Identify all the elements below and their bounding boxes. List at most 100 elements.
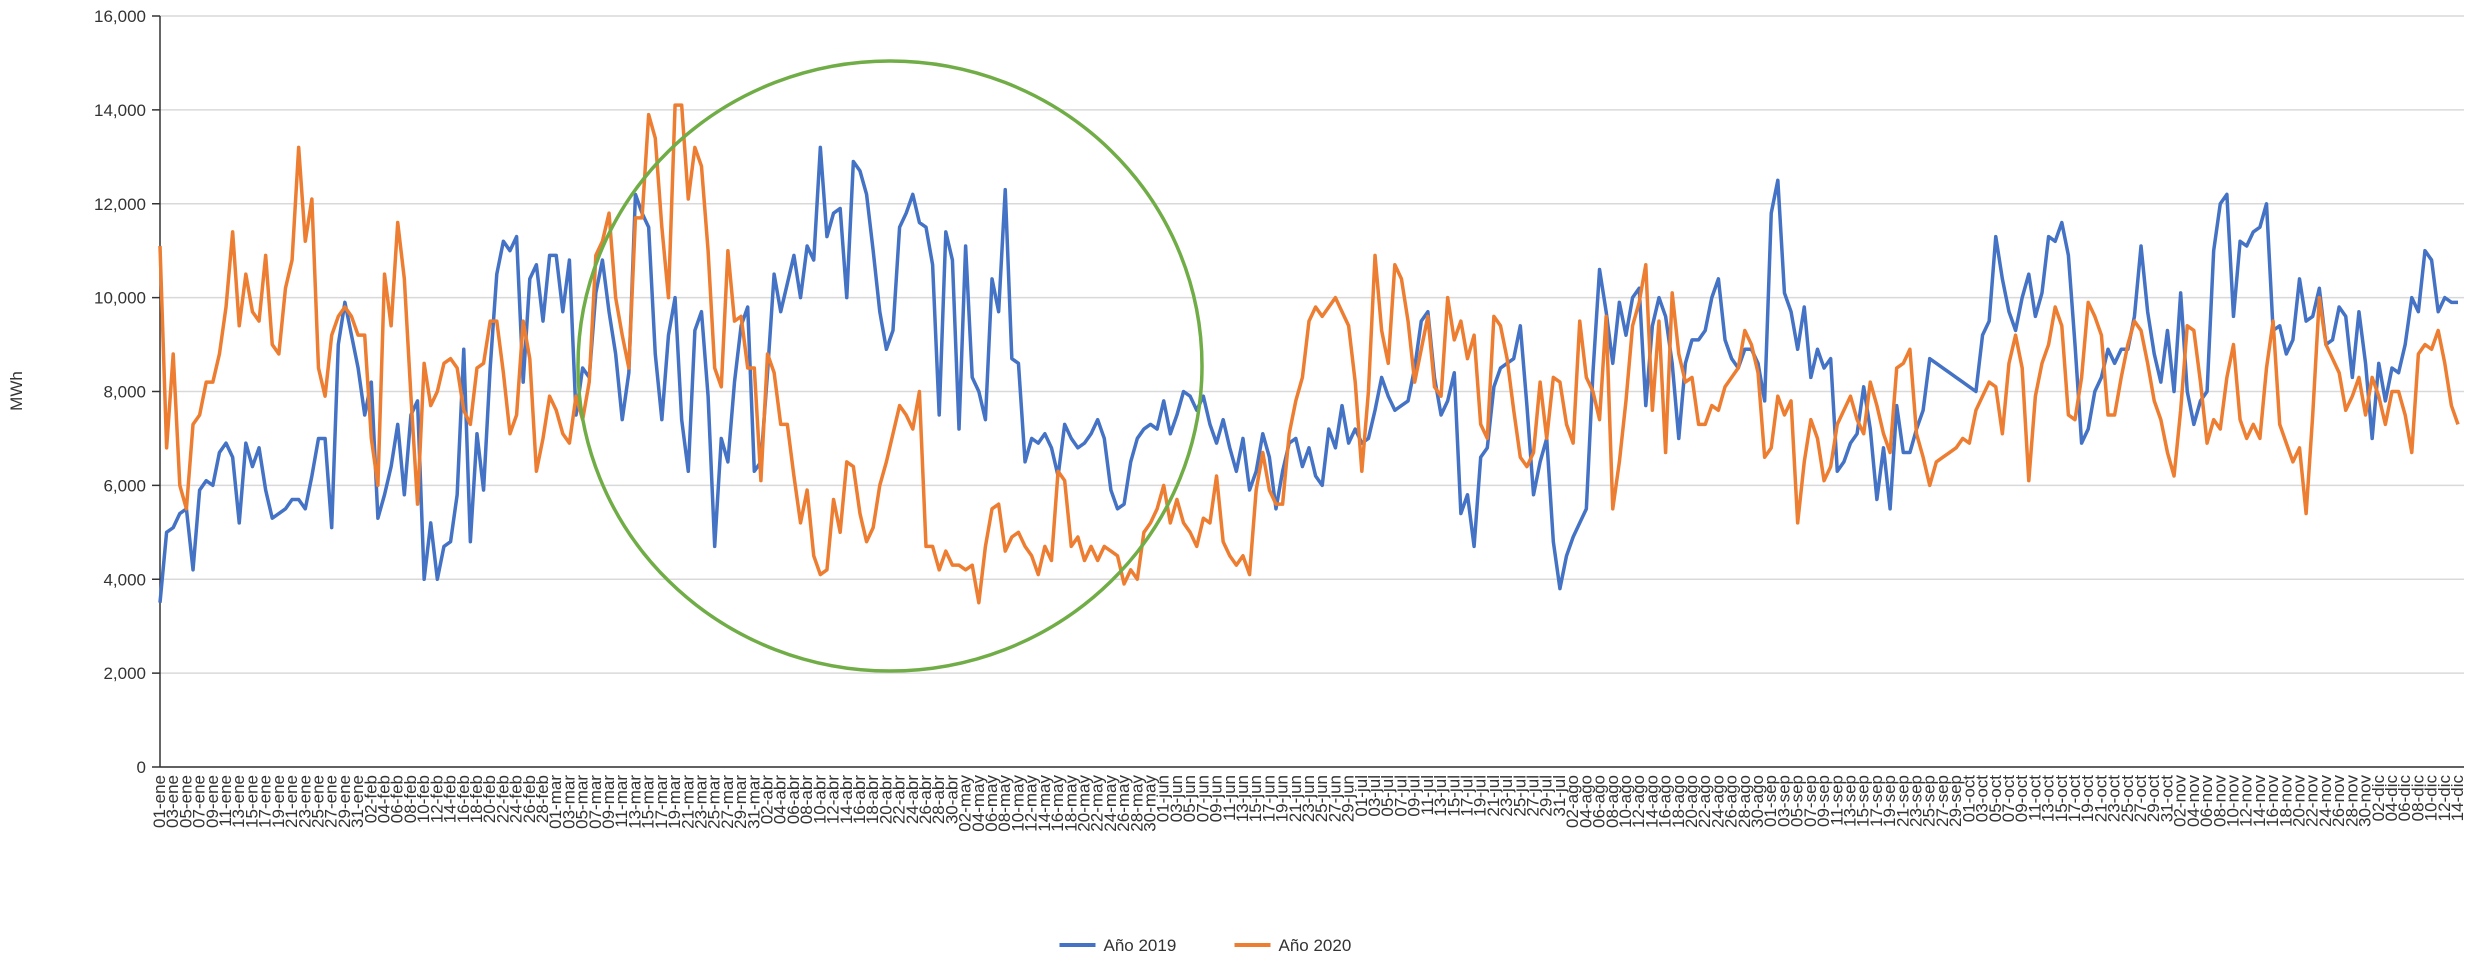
x-tick-label: 31-oct: [2157, 775, 2176, 823]
y-tick-label: 0: [137, 758, 146, 777]
x-tick-label: 19-mar: [665, 775, 684, 829]
x-tick-label: 25-mar: [705, 775, 724, 829]
x-tick-label: 08-nov: [2210, 775, 2229, 827]
x-tick-label: 20-abr: [876, 775, 895, 824]
x-tick-label: 21-jul: [1484, 775, 1503, 817]
x-tick-label: 30-abr: [942, 775, 961, 824]
x-tick-label: 22-feb: [493, 775, 512, 823]
x-tick-label: 30-may: [1141, 775, 1160, 832]
x-tick-label: 12-ago: [1629, 775, 1648, 828]
x-tick-label: 13-ene: [229, 775, 248, 828]
x-tick-label: 27-oct: [2131, 775, 2150, 823]
y-tick-label: 10,000: [94, 289, 146, 308]
x-tick-label: 01-jul: [1352, 775, 1371, 817]
x-tick-label: 22-abr: [890, 775, 909, 824]
x-tick-label: 14-may: [1035, 775, 1054, 832]
x-tick-label: 24-may: [1101, 775, 1120, 832]
x-tick-label: 13-oct: [2039, 775, 2058, 823]
x-tick-label: 02-nov: [2171, 775, 2190, 827]
x-tick-label: 11-oct: [2025, 775, 2044, 821]
x-tick-label: 06-ago: [1590, 775, 1609, 828]
x-tick-label: 24-nov: [2316, 775, 2335, 827]
x-tick-label: 29-oct: [2144, 775, 2163, 823]
x-tick-label: 05-ene: [176, 775, 195, 828]
x-tick-label: 10-dic: [2422, 775, 2441, 822]
x-tick-label: 19-oct: [2078, 775, 2097, 823]
x-tick-label: 30-nov: [2356, 775, 2375, 827]
x-tick-label: 15-sep: [1854, 775, 1873, 827]
x-tick-label: 12-nov: [2237, 775, 2256, 827]
x-tick-label: 03-oct: [1973, 775, 1992, 823]
x-tick-label: 02-abr: [758, 775, 777, 824]
x-tick-label: 14-ago: [1642, 775, 1661, 828]
x-tick-label: 20-may: [1074, 775, 1093, 832]
x-tick-label: 04-may: [969, 775, 988, 832]
x-tick-label: 05-jul: [1378, 775, 1397, 817]
x-tick-label: 09-ene: [203, 775, 222, 828]
x-tick-label: 10-may: [1008, 775, 1027, 832]
x-tick-label: 18-feb: [467, 775, 486, 823]
x-tick-label: 29-jun: [1339, 775, 1358, 822]
x-tick-label: 16-may: [1048, 775, 1067, 832]
x-tick-label: 27-ene: [322, 775, 341, 828]
x-tick-label: 20-feb: [480, 775, 499, 823]
x-tick-label: 18-nov: [2276, 775, 2295, 827]
x-tick-label: 31-mar: [744, 775, 763, 829]
x-tick-label: 26-feb: [520, 775, 539, 823]
x-tick-label: 31-ene: [348, 775, 367, 828]
x-tick-label: 19-jun: [1273, 775, 1292, 822]
y-tick-label: 16,000: [94, 7, 146, 26]
x-tick-label: 18-ago: [1669, 775, 1688, 828]
x-tick-label: 09-mar: [599, 775, 618, 829]
x-tick-label: 12-abr: [824, 775, 843, 824]
x-tick-label: 05-oct: [1986, 775, 2005, 823]
x-tick-label: 07-jun: [1193, 775, 1212, 822]
y-axis-title: MWh: [7, 371, 26, 411]
x-tick-label: 14-feb: [441, 775, 460, 823]
x-tick-label: 01-mar: [546, 775, 565, 829]
x-tick-label: 08-feb: [401, 775, 420, 823]
x-tick-label: 07-ene: [190, 775, 209, 828]
x-tick-label: 16-nov: [2263, 775, 2282, 827]
x-tick-label: 08-may: [995, 775, 1014, 832]
x-tick-label: 25-jun: [1312, 775, 1331, 822]
x-tick-label: 17-jun: [1259, 775, 1278, 822]
x-tick-label: 16-abr: [850, 775, 869, 824]
x-tick-label: 22-ago: [1695, 775, 1714, 828]
x-tick-label: 21-oct: [2091, 775, 2110, 823]
x-tick-label: 04-ago: [1576, 775, 1595, 828]
x-tick-label: 17-mar: [652, 775, 671, 829]
x-tick-label: 28-feb: [533, 775, 552, 823]
x-tick-label: 27-sep: [1933, 775, 1952, 827]
legend-label: Año 2019: [1104, 936, 1177, 955]
x-tick-label: 02-dic: [2369, 775, 2388, 822]
x-tick-label: 14-dic: [2448, 775, 2467, 822]
x-tick-label: 27-jun: [1325, 775, 1344, 822]
x-tick-label: 12-dic: [2435, 775, 2454, 822]
y-tick-label: 4,000: [103, 570, 146, 589]
series-line: [158, 145, 2458, 603]
x-tick-label: 06-may: [982, 775, 1001, 832]
x-tick-label: 02-feb: [361, 775, 380, 823]
x-tick-label: 27-mar: [718, 775, 737, 829]
x-tick-label: 17-sep: [1867, 775, 1886, 827]
x-tick-label: 23-sep: [1907, 775, 1926, 827]
x-tick-label: 06-dic: [2395, 775, 2414, 822]
x-tick-label: 23-mar: [691, 775, 710, 829]
x-tick-label: 16-ago: [1656, 775, 1675, 828]
x-tick-label: 28-ago: [1735, 775, 1754, 828]
x-tick-label: 07-mar: [586, 775, 605, 829]
x-tick-label: 20-nov: [2290, 775, 2309, 827]
series-line: [158, 103, 2460, 605]
x-tick-label: 25-jul: [1510, 775, 1529, 817]
x-tick-label: 21-jun: [1286, 775, 1305, 822]
x-tick-label: 03-jun: [1167, 775, 1186, 822]
x-tick-label: 15-jun: [1246, 775, 1265, 822]
x-tick-label: 08-abr: [797, 775, 816, 824]
x-tick-label: 01-jun: [1154, 775, 1173, 822]
x-tick-label: 08-ago: [1603, 775, 1622, 828]
x-tick-label: 14-abr: [837, 775, 856, 824]
x-tick-label: 24-feb: [507, 775, 526, 823]
x-tick-label: 05-jun: [1180, 775, 1199, 822]
